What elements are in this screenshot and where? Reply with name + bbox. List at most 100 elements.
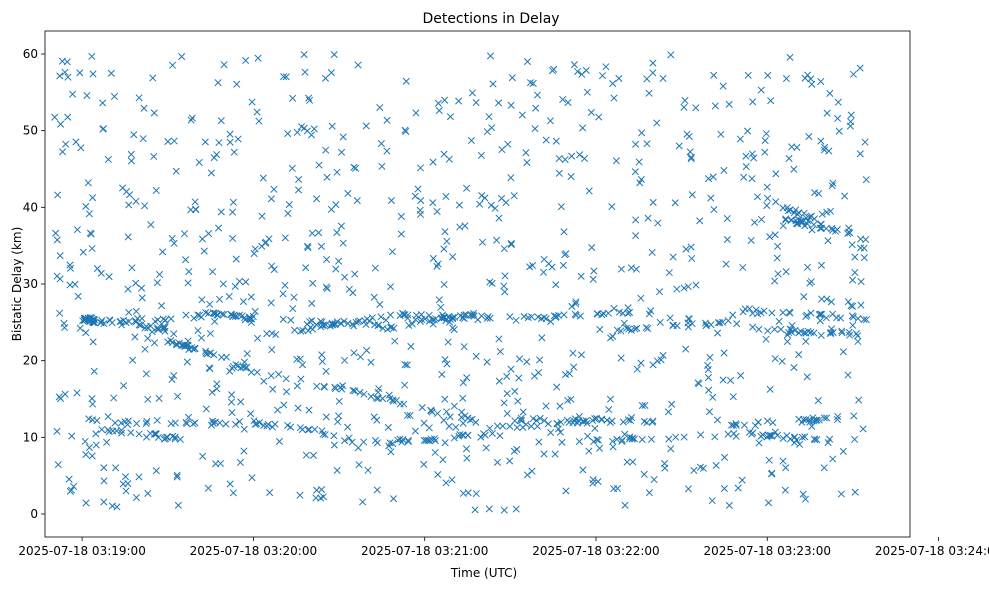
data-point [485, 505, 493, 513]
data-point [486, 424, 494, 432]
data-point [404, 436, 412, 444]
data-point [703, 321, 711, 329]
data-point [374, 394, 382, 402]
data-point [684, 323, 692, 331]
data-point [229, 198, 237, 206]
data-point [459, 394, 467, 402]
data-point [77, 144, 85, 152]
data-point [806, 213, 814, 221]
data-point [141, 324, 149, 332]
data-point [189, 420, 197, 428]
data-point [734, 484, 742, 492]
data-point [659, 74, 667, 83]
data-point [742, 162, 750, 171]
data-point [536, 414, 544, 422]
data-point [729, 393, 737, 401]
data-point [507, 239, 515, 247]
data-point [242, 364, 250, 372]
data-point [553, 420, 562, 428]
data-point [296, 491, 304, 499]
data-point [500, 506, 508, 514]
data-point [798, 218, 806, 226]
data-point [254, 54, 262, 62]
data-point [104, 413, 112, 421]
data-point [328, 122, 336, 130]
data-point [583, 88, 591, 96]
data-point [498, 146, 506, 154]
data-point [354, 444, 362, 452]
data-point [349, 386, 357, 394]
data-point [150, 339, 159, 347]
data-point [434, 471, 442, 479]
data-point [570, 61, 578, 69]
data-point [266, 488, 274, 497]
data-point [323, 173, 331, 181]
data-point [638, 435, 646, 444]
data-point [828, 224, 836, 232]
data-point [477, 433, 485, 441]
data-point [803, 373, 811, 381]
data-point [85, 210, 93, 218]
data-point [764, 499, 773, 507]
data-point [710, 206, 718, 214]
data-point [854, 332, 862, 340]
data-point [692, 104, 700, 112]
data-point [141, 202, 149, 210]
data-point [138, 284, 146, 292]
data-point [241, 316, 249, 324]
data-point [387, 197, 395, 205]
data-point [384, 423, 392, 432]
data-point [247, 315, 255, 323]
data-point [579, 418, 587, 426]
data-point [644, 214, 652, 222]
data-point [449, 253, 457, 261]
data-point [557, 418, 565, 426]
data-point [267, 372, 275, 380]
data-point [638, 129, 646, 137]
data-point [441, 313, 449, 322]
data-point [557, 203, 565, 211]
data-point [184, 413, 193, 421]
data-point [378, 162, 386, 170]
data-point [218, 310, 226, 318]
data-point [181, 341, 189, 349]
data-point [587, 108, 595, 116]
data-point [729, 311, 737, 319]
data-point [222, 353, 230, 361]
data-point [289, 94, 297, 102]
data-point [317, 317, 325, 325]
data-point [744, 71, 752, 79]
y-tick-label: 20 [23, 354, 38, 368]
data-point [290, 326, 299, 334]
data-point [576, 312, 584, 320]
data-point [327, 69, 335, 77]
data-point [251, 420, 259, 428]
data-point [294, 404, 302, 412]
data-point [388, 248, 396, 256]
data-point [364, 466, 372, 474]
data-point [522, 149, 530, 157]
data-point [764, 194, 772, 202]
data-point [732, 421, 740, 429]
data-point [682, 345, 690, 353]
data-point [306, 318, 314, 326]
data-point [750, 154, 758, 162]
data-point [669, 253, 677, 261]
data-point [155, 394, 163, 402]
data-point [455, 201, 464, 209]
data-point [859, 425, 867, 433]
data-point [396, 435, 404, 443]
data-point [542, 136, 550, 144]
data-point [855, 396, 863, 404]
data-point [110, 92, 119, 101]
data-point [687, 243, 695, 251]
data-point [315, 161, 323, 169]
data-point [690, 466, 698, 475]
data-point [280, 73, 288, 81]
data-point [76, 69, 84, 77]
data-point [108, 502, 116, 510]
data-point [621, 501, 629, 509]
data-point [629, 458, 637, 466]
data-point [62, 140, 70, 148]
data-point [500, 245, 508, 253]
